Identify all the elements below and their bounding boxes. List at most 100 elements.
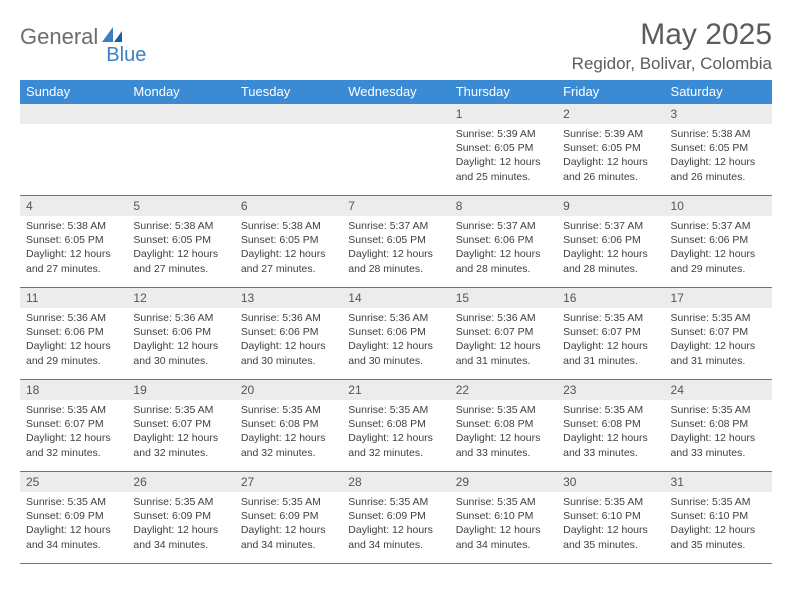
day-details: Sunrise: 5:35 AMSunset: 6:08 PM Daylight:… bbox=[450, 400, 557, 464]
sunset-line: Sunset: 6:08 PM bbox=[241, 417, 336, 431]
sunset-label: Sunset: bbox=[348, 510, 384, 522]
sunset-label: Sunset: bbox=[563, 510, 599, 522]
calendar-day-cell: 8Sunrise: 5:37 AMSunset: 6:06 PMDaylight… bbox=[450, 196, 557, 288]
sunset-label: Sunset: bbox=[456, 418, 492, 430]
day-number: 12 bbox=[127, 288, 234, 308]
sunrise-line: Sunrise: 5:35 AM bbox=[563, 495, 658, 509]
day-number: 1 bbox=[450, 104, 557, 124]
day-number: 26 bbox=[127, 472, 234, 492]
sunset-line: Sunset: 6:05 PM bbox=[241, 233, 336, 247]
sunset-line: Sunset: 6:07 PM bbox=[133, 417, 228, 431]
calendar-table: SundayMondayTuesdayWednesdayThursdayFrid… bbox=[20, 80, 772, 564]
daylight-line: Daylight: 12 hours and 30 minutes. bbox=[133, 339, 228, 367]
sunrise-line: Sunrise: 5:35 AM bbox=[26, 495, 121, 509]
sunset-value: 6:10 PM bbox=[602, 510, 641, 522]
sunrise-value: 5:35 AM bbox=[497, 496, 536, 508]
sunset-line: Sunset: 6:07 PM bbox=[671, 325, 766, 339]
daylight-line: Daylight: 12 hours and 34 minutes. bbox=[456, 523, 551, 551]
day-number: 25 bbox=[20, 472, 127, 492]
sunrise-value: 5:38 AM bbox=[282, 220, 321, 232]
calendar-day-cell: 5Sunrise: 5:38 AMSunset: 6:05 PMDaylight… bbox=[127, 196, 234, 288]
daylight-label: Daylight: bbox=[456, 432, 497, 444]
calendar-body: 1Sunrise: 5:39 AMSunset: 6:05 PMDaylight… bbox=[20, 104, 772, 564]
sunrise-line: Sunrise: 5:36 AM bbox=[456, 311, 551, 325]
sunrise-label: Sunrise: bbox=[456, 128, 495, 140]
daylight-label: Daylight: bbox=[563, 156, 604, 168]
sunrise-line: Sunrise: 5:35 AM bbox=[133, 495, 228, 509]
sunrise-line: Sunrise: 5:37 AM bbox=[671, 219, 766, 233]
sunrise-value: 5:39 AM bbox=[605, 128, 644, 140]
sunrise-value: 5:35 AM bbox=[390, 404, 429, 416]
daylight-label: Daylight: bbox=[133, 524, 174, 536]
daylight-label: Daylight: bbox=[456, 524, 497, 536]
daylight-label: Daylight: bbox=[563, 524, 604, 536]
sunrise-line: Sunrise: 5:35 AM bbox=[133, 403, 228, 417]
daylight-line: Daylight: 12 hours and 31 minutes. bbox=[456, 339, 551, 367]
sunset-value: 6:08 PM bbox=[709, 418, 748, 430]
daylight-line: Daylight: 12 hours and 34 minutes. bbox=[348, 523, 443, 551]
sunrise-line: Sunrise: 5:35 AM bbox=[241, 403, 336, 417]
daylight-line: Daylight: 12 hours and 28 minutes. bbox=[348, 247, 443, 275]
daylight-line: Daylight: 12 hours and 28 minutes. bbox=[563, 247, 658, 275]
daylight-label: Daylight: bbox=[26, 248, 67, 260]
calendar-day-cell: 23Sunrise: 5:35 AMSunset: 6:08 PMDayligh… bbox=[557, 380, 664, 472]
day-number: 4 bbox=[20, 196, 127, 216]
sunset-value: 6:05 PM bbox=[387, 234, 426, 246]
calendar-day-cell: 18Sunrise: 5:35 AMSunset: 6:07 PMDayligh… bbox=[20, 380, 127, 472]
daylight-line: Daylight: 12 hours and 33 minutes. bbox=[563, 431, 658, 459]
sunset-line: Sunset: 6:05 PM bbox=[563, 141, 658, 155]
calendar-day-cell: 26Sunrise: 5:35 AMSunset: 6:09 PMDayligh… bbox=[127, 472, 234, 564]
day-details: Sunrise: 5:36 AMSunset: 6:06 PMDaylight:… bbox=[342, 308, 449, 372]
day-number: 6 bbox=[235, 196, 342, 216]
calendar-day-cell: 16Sunrise: 5:35 AMSunset: 6:07 PMDayligh… bbox=[557, 288, 664, 380]
day-details: Sunrise: 5:35 AMSunset: 6:08 PMDaylight:… bbox=[557, 400, 664, 464]
day-details: Sunrise: 5:36 AMSunset: 6:06 PMDaylight:… bbox=[20, 308, 127, 372]
calendar-week-row: 11Sunrise: 5:36 AMSunset: 6:06 PMDayligh… bbox=[20, 288, 772, 380]
daylight-label: Daylight: bbox=[133, 432, 174, 444]
daylight-label: Daylight: bbox=[26, 340, 67, 352]
day-number: 15 bbox=[450, 288, 557, 308]
sunset-label: Sunset: bbox=[348, 234, 384, 246]
page-header: General Blue May 2025 Regidor, Bolivar, … bbox=[20, 18, 772, 74]
sunrise-line: Sunrise: 5:35 AM bbox=[456, 403, 551, 417]
daylight-line: Daylight: 12 hours and 27 minutes. bbox=[133, 247, 228, 275]
sunrise-label: Sunrise: bbox=[671, 312, 710, 324]
sunrise-label: Sunrise: bbox=[456, 312, 495, 324]
sunset-line: Sunset: 6:06 PM bbox=[133, 325, 228, 339]
calendar-day-cell bbox=[342, 104, 449, 196]
sunrise-label: Sunrise: bbox=[241, 404, 280, 416]
day-details: Sunrise: 5:36 AMSunset: 6:07 PMDaylight:… bbox=[450, 308, 557, 372]
daylight-line: Daylight: 12 hours and 30 minutes. bbox=[348, 339, 443, 367]
calendar-day-cell: 15Sunrise: 5:36 AMSunset: 6:07 PMDayligh… bbox=[450, 288, 557, 380]
day-details: Sunrise: 5:38 AMSunset: 6:05 PMDaylight:… bbox=[235, 216, 342, 280]
sunrise-value: 5:38 AM bbox=[175, 220, 214, 232]
day-details: Sunrise: 5:35 AMSunset: 6:10 PMDaylight:… bbox=[557, 492, 664, 556]
sunset-value: 6:07 PM bbox=[172, 418, 211, 430]
sunset-label: Sunset: bbox=[133, 234, 169, 246]
sunrise-line: Sunrise: 5:36 AM bbox=[348, 311, 443, 325]
sunset-line: Sunset: 6:06 PM bbox=[241, 325, 336, 339]
sunset-value: 6:08 PM bbox=[494, 418, 533, 430]
daylight-label: Daylight: bbox=[241, 248, 282, 260]
daylight-label: Daylight: bbox=[348, 340, 389, 352]
daylight-line: Daylight: 12 hours and 35 minutes. bbox=[671, 523, 766, 551]
daylight-line: Daylight: 12 hours and 35 minutes. bbox=[563, 523, 658, 551]
daylight-line: Daylight: 12 hours and 26 minutes. bbox=[671, 155, 766, 183]
brand-logo: General Blue bbox=[20, 18, 146, 67]
sunset-label: Sunset: bbox=[26, 510, 62, 522]
daylight-label: Daylight: bbox=[456, 340, 497, 352]
day-number: 31 bbox=[665, 472, 772, 492]
sunrise-label: Sunrise: bbox=[563, 220, 602, 232]
sunset-label: Sunset: bbox=[671, 142, 707, 154]
sunset-label: Sunset: bbox=[26, 326, 62, 338]
sunset-line: Sunset: 6:08 PM bbox=[563, 417, 658, 431]
sunset-line: Sunset: 6:08 PM bbox=[348, 417, 443, 431]
sunset-label: Sunset: bbox=[563, 142, 599, 154]
weekday-header: Monday bbox=[127, 80, 234, 104]
sunrise-line: Sunrise: 5:35 AM bbox=[563, 403, 658, 417]
daylight-label: Daylight: bbox=[563, 248, 604, 260]
sunrise-line: Sunrise: 5:35 AM bbox=[671, 403, 766, 417]
sunset-label: Sunset: bbox=[563, 234, 599, 246]
sunrise-label: Sunrise: bbox=[241, 496, 280, 508]
sunset-label: Sunset: bbox=[348, 326, 384, 338]
